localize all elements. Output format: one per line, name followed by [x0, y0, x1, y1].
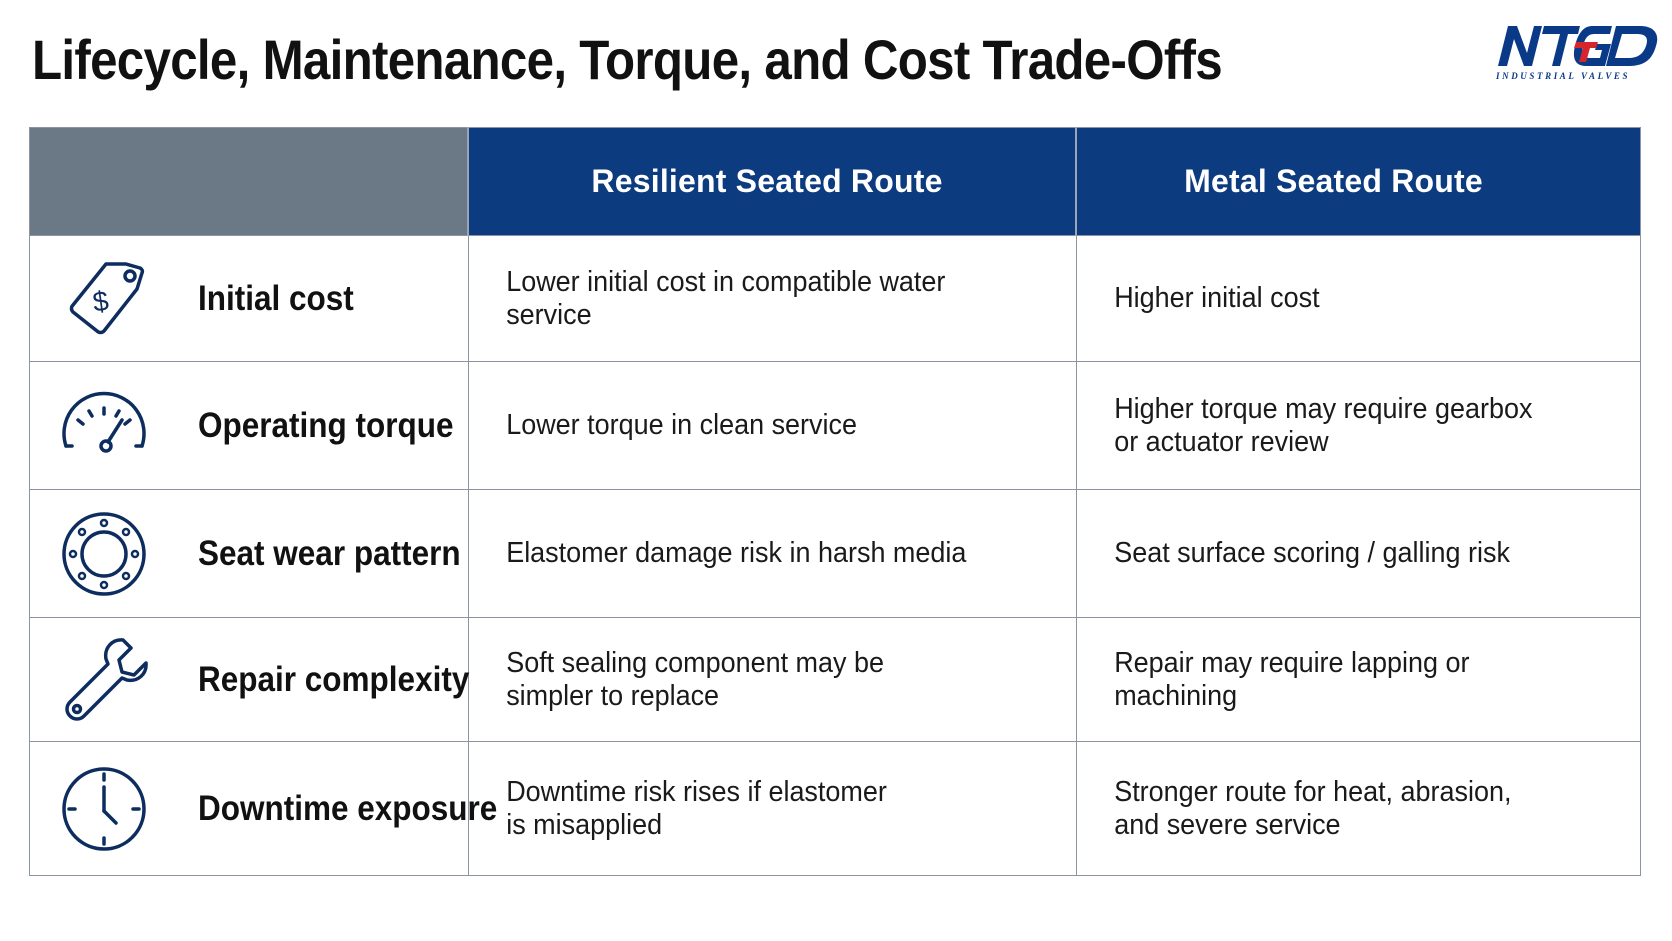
comparison-table: Resilient Seated Route Metal Seated Rout… [29, 127, 1641, 876]
row-label-cell: $ Initial cost [29, 235, 469, 362]
header-corner-cell [29, 127, 469, 236]
resilient-value: Soft sealing component may be simpler to… [505, 646, 884, 712]
resilient-value-cell: Lower torque in clean service [467, 361, 1077, 490]
clock-icon [62, 766, 146, 851]
metal-value-cell: Higher torque may require gearbox or act… [1075, 361, 1641, 490]
metal-value: Higher torque may require gearbox or act… [1113, 392, 1532, 458]
seat-ring-icon [62, 511, 146, 596]
resilient-value: Lower initial cost in compatible water s… [505, 265, 945, 331]
column-header-resilient: Resilient Seated Route [467, 127, 1077, 236]
svg-text:$: $ [91, 284, 111, 317]
company-logo: INDUSTRIAL VALVES [1494, 20, 1662, 84]
metal-value-cell: Seat surface scoring / galling risk [1075, 489, 1641, 618]
resilient-value-cell: Lower initial cost in compatible water s… [467, 235, 1077, 362]
resilient-value-cell: Elastomer damage risk in harsh media [467, 489, 1077, 618]
row-label: Initial cost [198, 278, 354, 318]
column-header-metal: Metal Seated Route [1075, 127, 1641, 236]
resilient-value-cell: Downtime risk rises if elastomer is misa… [467, 741, 1077, 876]
row-label: Repair complexity [198, 659, 470, 699]
table-row: Operating torque Lower torque in clean s… [29, 361, 1641, 490]
metal-value: Seat surface scoring / galling risk [1113, 537, 1510, 569]
table-header-row: Resilient Seated Route Metal Seated Rout… [29, 127, 1641, 236]
row-label-cell: Operating torque [29, 361, 469, 490]
metal-value: Stronger route for heat, abrasion, and s… [1113, 775, 1511, 841]
metal-value-cell: Higher initial cost [1075, 235, 1641, 362]
column-header-resilient-label: Resilient Seated Route [591, 163, 943, 199]
column-header-metal-label: Metal Seated Route [1184, 163, 1483, 199]
row-label: Downtime exposure [198, 788, 498, 828]
table-row: $ Initial cost Lower initial cost in com… [29, 235, 1641, 362]
logo-mark [1498, 26, 1658, 66]
gauge-icon [62, 391, 146, 453]
row-label: Operating torque [198, 405, 454, 445]
row-label-cell: Repair complexity [29, 617, 470, 742]
row-label-cell: Downtime exposure [29, 741, 497, 876]
row-label: Seat wear pattern [198, 533, 461, 573]
price-tag-icon: $ [69, 261, 145, 334]
metal-value: Higher initial cost [1113, 282, 1320, 314]
resilient-value: Elastomer damage risk in harsh media [505, 537, 966, 569]
page-title: Lifecycle, Maintenance, Torque, and Cost… [32, 28, 1223, 91]
resilient-value: Lower torque in clean service [505, 409, 857, 441]
metal-value-cell: Repair may require lapping or machining [1075, 617, 1641, 742]
wrench-icon [65, 637, 148, 721]
metal-value: Repair may require lapping or machining [1113, 646, 1469, 712]
row-label-cell: Seat wear pattern [29, 489, 469, 618]
logo-subtitle: INDUSTRIAL VALVES [1496, 71, 1631, 81]
resilient-value-cell: Soft sealing component may be simpler to… [467, 617, 1077, 742]
table-row: Downtime exposure Downtime risk rises if… [29, 741, 1641, 876]
table-row: Seat wear pattern Elastomer damage risk … [29, 489, 1641, 618]
table-row: Repair complexity Soft sealing component… [29, 617, 1641, 742]
resilient-value: Downtime risk rises if elastomer is misa… [505, 775, 887, 841]
metal-value-cell: Stronger route for heat, abrasion, and s… [1075, 741, 1641, 876]
